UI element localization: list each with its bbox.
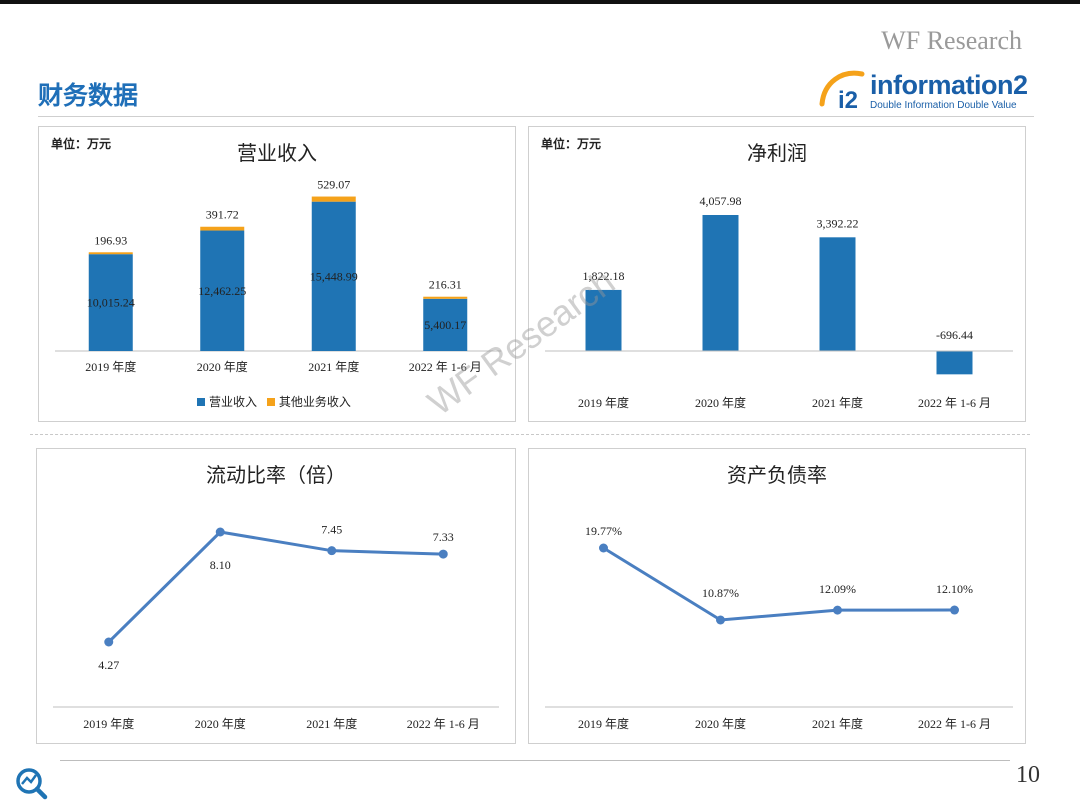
current-ratio-category-label: 2019 年度	[83, 716, 134, 731]
current-ratio-chart: 4.27 8.10 7.45 7.33 2019 年度 2020 年度 2021 年度 202…	[53, 523, 499, 731]
debt-ratio-category-label: 2022 年 1-6 月	[918, 717, 991, 731]
net-profit-category-label: 2019 年度	[578, 395, 629, 410]
current-ratio-value-label: 4.27	[98, 658, 119, 672]
revenue-chart-title: 营业收入	[237, 141, 317, 165]
current-ratio-category-label: 2022 年 1-6 月	[407, 717, 480, 731]
logo-text: information2	[870, 70, 1028, 100]
debt-ratio-chart-panel: 资产负债率 19.77% 10.87% 12.09% 12.10% 2019 年度 202…	[528, 448, 1026, 744]
debt-ratio-chart-title: 资产负债率	[727, 463, 827, 487]
current-ratio-data-point	[327, 546, 337, 556]
net-profit-bar	[936, 351, 973, 375]
debt-ratio-data-point	[716, 615, 725, 625]
debt-ratio-series-line	[602, 546, 955, 622]
current-ratio-data-point	[215, 527, 225, 537]
other-revenue-bar	[88, 252, 133, 255]
top-border	[0, 0, 1080, 4]
current-ratio-category-label: 2021 年度	[306, 716, 357, 731]
other-revenue-bar	[200, 226, 245, 231]
revenue-chart: 10,015.24 196.93 2019 年度 12,462.25 391.72 202…	[55, 178, 501, 374]
revenue-category-label: 2022 年 1-6 月	[409, 360, 482, 374]
revenue-value-label: 10,015.24	[87, 296, 135, 310]
net-profit-value-label: 1,822.18	[583, 269, 625, 283]
page-number: 10	[1016, 762, 1040, 788]
logo-mark-icon: i2	[819, 70, 865, 114]
net-profit-bar	[702, 215, 739, 351]
revenue-category-label: 2019 年度	[85, 359, 136, 374]
revenue-bar	[200, 230, 245, 351]
net-profit-chart: 1,822.18 2019 年度 4,057.98 2020 年度 3,392.22 20…	[545, 194, 1013, 410]
section-divider	[30, 434, 1030, 435]
other-revenue-value-label: 216.31	[429, 278, 462, 292]
legend-item-other: 其他业务收入	[266, 395, 351, 409]
current-ratio-data-point	[104, 637, 114, 647]
legend-item-revenue: 营业收入	[197, 395, 257, 409]
other-revenue-value-label: 529.07	[317, 178, 350, 192]
net-profit-value-label: 4,057.98	[700, 194, 742, 208]
current-ratio-data-point	[438, 549, 448, 559]
revenue-unit-label: 单位：万元	[51, 137, 112, 151]
header-divider	[38, 116, 1034, 117]
revenue-category-label: 2020 年度	[197, 359, 248, 374]
logo-mark-text: i2	[838, 87, 858, 114]
debt-ratio-data-point	[599, 543, 608, 553]
debt-ratio-value-label: 10.87%	[702, 586, 739, 600]
net-profit-bar	[585, 289, 622, 351]
debt-ratio-value-label: 19.77%	[585, 524, 622, 538]
revenue-category-label: 2021 年度	[308, 359, 359, 374]
legend-swatch-revenue	[197, 398, 205, 406]
other-revenue-value-label: 391.72	[206, 208, 239, 222]
other-revenue-value-label: 196.93	[94, 233, 127, 247]
net-profit-category-label: 2020 年度	[695, 395, 746, 410]
magnifier-chart-icon	[16, 768, 48, 800]
current-ratio-chart-title: 流动比率（倍）	[206, 463, 346, 487]
debt-ratio-value-label: 12.09%	[819, 582, 856, 596]
revenue-bar	[423, 298, 468, 351]
debt-ratio-chart: 19.77% 10.87% 12.09% 12.10% 2019 年度 2020 年度 20…	[545, 524, 1013, 731]
debt-ratio-category-label: 2020 年度	[695, 716, 746, 731]
current-ratio-category-label: 2020 年度	[195, 716, 246, 731]
revenue-chart-panel: 单位：万元 营业收入 10,015.24 196.93 2019 年度 12,462.…	[38, 126, 516, 422]
current-ratio-value-label: 7.33	[433, 530, 454, 544]
revenue-value-label: 12,462.25	[198, 284, 246, 298]
net-profit-chart-panel: 单位：万元 净利润 1,822.18 2019 年度 4,057.98 2020 年度…	[528, 126, 1026, 422]
net-profit-category-label: 2022 年 1-6 月	[918, 396, 991, 410]
revenue-legend: 营业收入 其他业务收入	[197, 393, 357, 410]
net-profit-category-label: 2021 年度	[812, 395, 863, 410]
brand-watermark: WF Research	[881, 26, 1022, 55]
debt-ratio-data-point	[833, 605, 842, 615]
legend-swatch-other	[266, 398, 275, 406]
current-ratio-series-line	[107, 530, 444, 644]
page-title: 财务数据	[38, 81, 139, 110]
current-ratio-value-label: 8.10	[210, 558, 231, 572]
logo-subtitle: Double Information Double Value	[870, 100, 1017, 111]
other-revenue-bar	[311, 196, 356, 202]
debt-ratio-data-point	[950, 605, 959, 615]
legend-label-revenue: 营业收入	[209, 395, 258, 409]
net-profit-chart-title: 净利润	[747, 141, 807, 165]
net-profit-value-label: -696.44	[936, 328, 973, 342]
net-profit-value-label: 3,392.22	[817, 216, 859, 230]
revenue-value-label: 15,448.99	[310, 269, 358, 283]
revenue-bar	[311, 201, 356, 351]
revenue-value-label: 5,400.17	[424, 318, 466, 332]
current-ratio-chart-panel: 流动比率（倍） 4.27 8.10 7.45 7.33 2019 年度 2020 年度 20…	[36, 448, 516, 744]
information2-logo: i2 information2 Double Information Doubl…	[816, 64, 1036, 114]
debt-ratio-category-label: 2019 年度	[578, 716, 629, 731]
current-ratio-value-label: 7.45	[321, 523, 342, 537]
net-profit-bar	[819, 237, 856, 351]
legend-label-other: 其他业务收入	[278, 395, 351, 409]
footer-divider	[60, 760, 1010, 761]
revenue-bar	[88, 254, 133, 351]
other-revenue-bar	[423, 296, 468, 299]
debt-ratio-category-label: 2021 年度	[812, 716, 863, 731]
net-profit-unit-label: 单位：万元	[541, 137, 602, 151]
debt-ratio-value-label: 12.10%	[936, 582, 973, 596]
